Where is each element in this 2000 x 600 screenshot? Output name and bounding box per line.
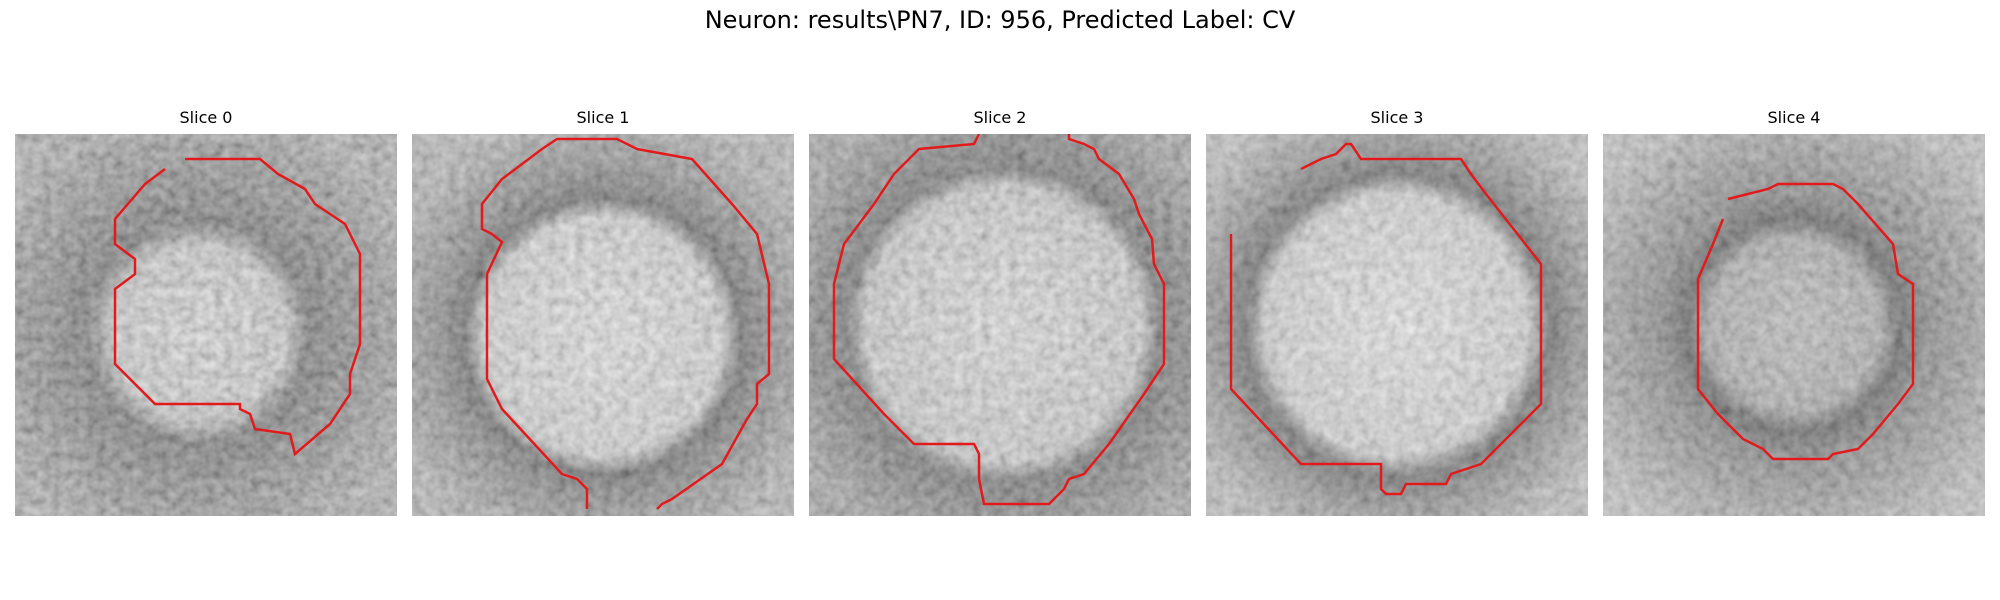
- slice-title-4: Slice 4: [1767, 108, 1821, 127]
- slice-image-1: [412, 134, 794, 516]
- slice-title-3: Slice 3: [1370, 108, 1424, 127]
- slice-image-3: [1206, 134, 1588, 516]
- slice-image-0: [15, 134, 397, 516]
- contour-line-4: [1696, 182, 1915, 461]
- contour-line-2a: [832, 134, 1166, 506]
- contour-line-3: [1229, 142, 1543, 496]
- contour-line-1: [480, 137, 771, 510]
- contour-line-0: [113, 157, 362, 457]
- slice-title-1: Slice 1: [576, 108, 630, 127]
- slice-title-2: Slice 2: [973, 108, 1027, 127]
- slice-title-0: Slice 0: [179, 108, 233, 127]
- slice-image-4: [1603, 134, 1985, 516]
- figure-title: Neuron: results\PN7, ID: 956, Predicted …: [704, 6, 1296, 34]
- slice-image-2: [809, 134, 1191, 516]
